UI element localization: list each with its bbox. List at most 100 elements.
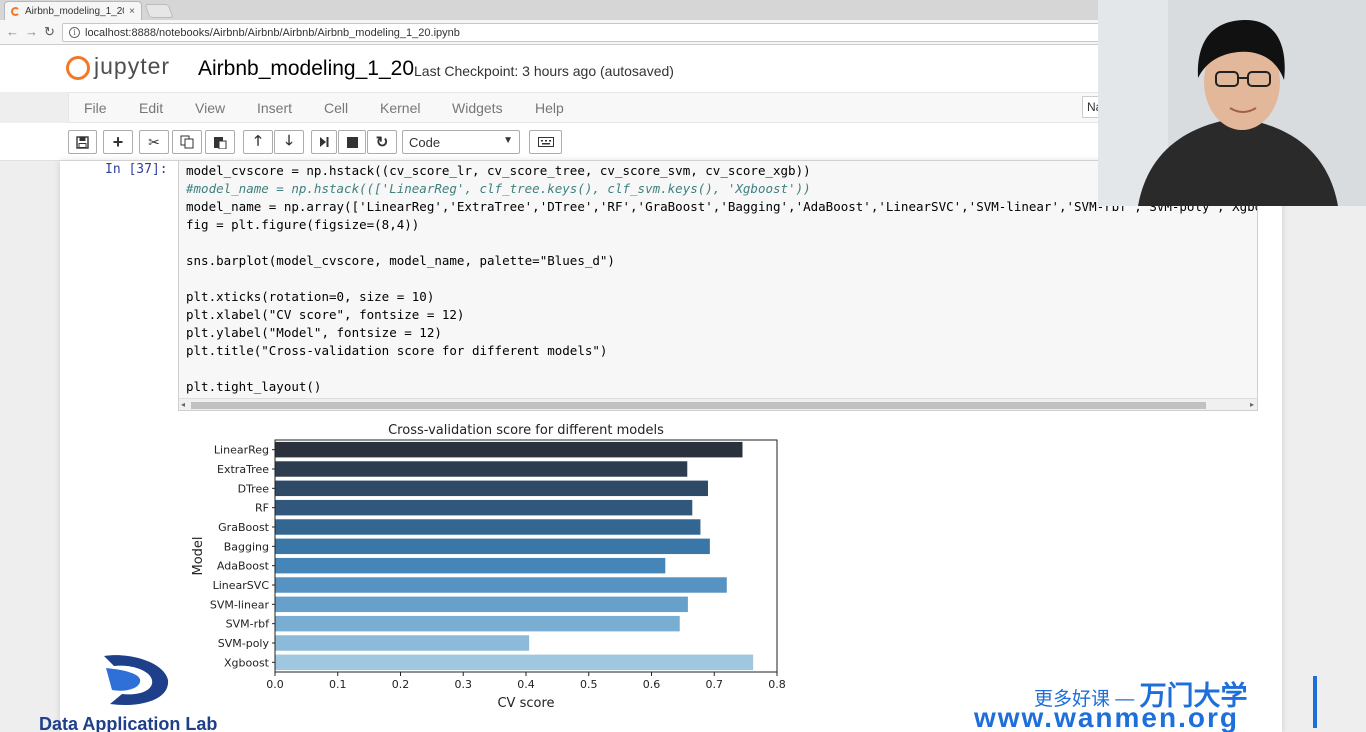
move-down-button[interactable]: 🡓 (274, 130, 304, 154)
code-cell-input[interactable]: model_cvscore = np.hstack((cv_score_lr, … (178, 161, 1258, 411)
code-line: #model_name = np.hstack((['LinearReg', c… (186, 181, 811, 196)
cell-prompt: In [37]: (105, 162, 168, 177)
y-tick-label: SVM-rbf (226, 618, 270, 631)
x-tick-label: 0.2 (392, 678, 410, 691)
bar-adaboost (275, 557, 666, 574)
restart-button[interactable]: ↻ (367, 130, 397, 154)
menu-edit[interactable]: Edit (139, 100, 164, 116)
menu-widgets[interactable]: Widgets (452, 100, 503, 116)
y-tick-label: AdaBoost (217, 560, 270, 573)
x-tick-label: 0.6 (643, 678, 661, 691)
save-icon (76, 135, 89, 149)
browser-tab[interactable]: Airbnb_modeling_1_20 × (4, 1, 142, 20)
cell-type-select[interactable]: Code ▼ (402, 130, 520, 154)
interrupt-button[interactable] (338, 130, 366, 154)
move-up-button[interactable]: 🡑 (243, 130, 273, 154)
paste-icon (214, 137, 227, 149)
bar-linearsvc (275, 577, 727, 593)
scissors-icon: ✂ (148, 133, 160, 150)
bar-graboost (275, 519, 701, 535)
lab-name-watermark: Data Application Lab (39, 714, 218, 732)
x-tick-label: 0.1 (329, 678, 347, 691)
x-tick-label: 0.3 (455, 678, 473, 691)
menu-help[interactable]: Help (535, 100, 564, 116)
tab-title: Airbnb_modeling_1_20 (25, 5, 125, 17)
presenter-video-image (1098, 0, 1366, 206)
arrow-down-icon: 🡓 (285, 132, 293, 148)
y-tick-label: ExtraTree (217, 463, 269, 476)
stop-icon (346, 136, 358, 148)
bar-chart: Cross-validation score for different mod… (191, 423, 786, 711)
bar-svm-rbf (275, 615, 680, 632)
cut-button[interactable]: ✂ (139, 130, 169, 154)
x-tick-label: 0.7 (706, 678, 724, 691)
info-icon[interactable]: i (69, 27, 80, 38)
y-tick-label: LinearReg (214, 444, 269, 457)
jupyter-logo[interactable]: jupyter (66, 53, 170, 80)
menu-file[interactable]: File (84, 100, 107, 116)
notebook-name[interactable]: Airbnb_modeling_1_20 (198, 57, 414, 80)
save-button[interactable] (68, 130, 97, 154)
code-line: plt.xticks(rotation=0, size = 10) (186, 289, 435, 304)
menu-insert[interactable]: Insert (257, 100, 293, 116)
copy-icon (180, 135, 194, 149)
x-tick-label: 0.0 (266, 678, 284, 691)
command-palette-button[interactable] (529, 130, 562, 154)
arrow-up-icon: 🡑 (254, 132, 262, 148)
code-line: plt.ylabel("Model", fontsize = 12) (186, 325, 442, 340)
y-tick-label: Xgboost (224, 656, 270, 669)
step-forward-icon (320, 137, 329, 147)
x-tick-label: 0.8 (768, 678, 786, 691)
scroll-left-icon[interactable]: ◂ (181, 400, 186, 409)
y-tick-label: GraBoost (218, 521, 270, 534)
copy-button[interactable] (172, 130, 202, 154)
add-cell-button[interactable]: + (103, 130, 133, 154)
chart-title: Cross-validation score for different mod… (388, 423, 664, 438)
jupyter-logo-text: jupyter (94, 53, 171, 79)
url-input[interactable]: i localhost:8888/notebooks/Airbnb/Airbnb… (62, 23, 1102, 42)
code-line: sns.barplot(model_cvscore, model_name, p… (186, 253, 615, 268)
jupyter-favicon-icon (11, 6, 20, 16)
url-text: localhost:8888/notebooks/Airbnb/Airbnb/A… (85, 26, 460, 39)
bar-svm-linear (275, 596, 688, 613)
reload-icon[interactable]: ↻ (44, 24, 55, 39)
back-arrow-icon[interactable]: ← (6, 24, 19, 39)
y-tick-label: SVM-poly (218, 637, 270, 650)
refresh-icon: ↻ (375, 134, 389, 151)
url-watermark: www.wanmen.org (974, 702, 1239, 732)
y-tick-label: RF (255, 502, 269, 515)
code-line: plt.tight_layout() (186, 379, 322, 394)
x-axis-label: CV score (497, 696, 554, 711)
y-tick-label: SVM-linear (210, 598, 270, 611)
chevron-down-icon: ▼ (503, 135, 513, 146)
bar-dtree (275, 480, 708, 497)
new-tab-button[interactable] (144, 4, 174, 18)
bar-bagging (275, 538, 710, 555)
scrollbar-thumb[interactable] (191, 402, 1206, 409)
run-button[interactable] (311, 130, 337, 154)
keyboard-icon (537, 137, 554, 147)
y-tick-label: LinearSVC (213, 579, 270, 592)
close-icon[interactable]: × (129, 5, 135, 17)
bar-extratree (275, 461, 688, 477)
bar-svm-poly (275, 635, 530, 651)
bar-rf (275, 499, 693, 516)
webcam-overlay (1098, 0, 1366, 206)
code-line: plt.title("Cross-validation score for di… (186, 343, 608, 358)
y-tick-label: DTree (238, 482, 270, 495)
forward-arrow-icon[interactable]: → (25, 24, 38, 39)
y-axis-label: Model (191, 536, 206, 575)
paste-button[interactable] (205, 130, 235, 154)
scroll-right-icon[interactable]: ▸ (1249, 400, 1254, 409)
brand-name: 万门大学 (1139, 681, 1248, 711)
brand-prefix: 更多好课 — (1034, 689, 1135, 710)
menu-kernel[interactable]: Kernel (380, 100, 421, 116)
x-tick-label: 0.5 (580, 678, 598, 691)
horizontal-scrollbar[interactable]: ◂ ▸ (179, 398, 1257, 410)
code-line: plt.xlabel("CV score", fontsize = 12) (186, 307, 465, 322)
menu-cell[interactable]: Cell (324, 100, 349, 116)
watermark-divider (1313, 676, 1317, 728)
checkpoint-status: Last Checkpoint: 3 hours ago (autosaved) (414, 63, 674, 79)
jupyter-logo-icon (66, 54, 90, 80)
menu-view[interactable]: View (195, 100, 226, 116)
